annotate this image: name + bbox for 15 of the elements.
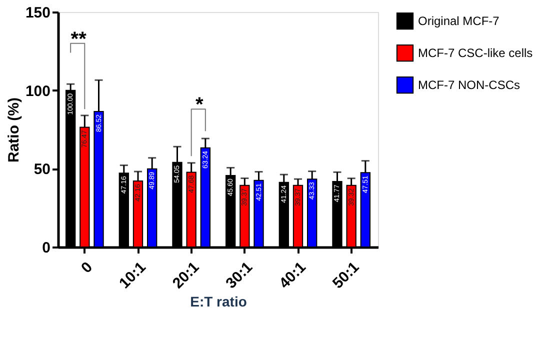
y-axis-title: Ratio (%): [5, 98, 22, 162]
y-tick-label: 150: [25, 4, 50, 22]
annotation: **: [70, 28, 87, 50]
y-tick-label: 50: [34, 161, 50, 178]
x-axis-title: E:T ratio: [190, 293, 247, 310]
legend-label: Original MCF-7: [418, 14, 500, 28]
legend-label: MCF-7 NON-CSCs: [418, 78, 520, 92]
annotation: *: [195, 94, 204, 116]
y-tick-label: 0: [42, 240, 50, 256]
x-tick-label: 40:1: [276, 258, 310, 292]
x-tick-label: 50:1: [329, 258, 363, 292]
x-tick-label: 30:1: [222, 258, 256, 292]
legend-label: MCF-7 CSC-like cells: [418, 46, 533, 60]
x-tick-label: 0: [78, 258, 96, 277]
y-tick-label: 100: [25, 82, 50, 100]
